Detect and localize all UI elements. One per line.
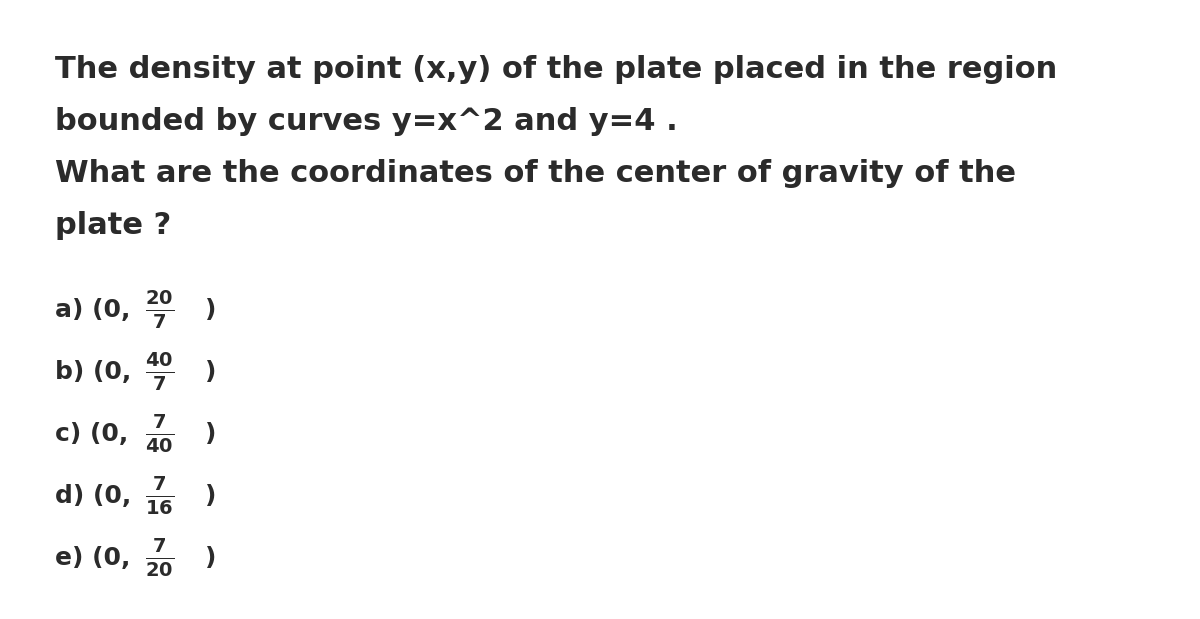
Text: $\mathbf{\frac{7}{40}}$: $\mathbf{\frac{7}{40}}$ bbox=[145, 413, 174, 455]
Text: $\mathbf{\frac{40}{7}}$: $\mathbf{\frac{40}{7}}$ bbox=[145, 351, 174, 393]
Text: bounded by curves y=x^2 and y=4 .: bounded by curves y=x^2 and y=4 . bbox=[55, 107, 678, 136]
Text: b) (0,: b) (0, bbox=[55, 360, 140, 384]
Text: plate ?: plate ? bbox=[55, 211, 172, 240]
Text: What are the coordinates of the center of gravity of the: What are the coordinates of the center o… bbox=[55, 159, 1016, 188]
Text: d) (0,: d) (0, bbox=[55, 484, 140, 508]
Text: The density at point (x,y) of the plate placed in the region: The density at point (x,y) of the plate … bbox=[55, 55, 1057, 84]
Text: c) (0,: c) (0, bbox=[55, 422, 137, 446]
Text: $\mathbf{\frac{20}{7}}$: $\mathbf{\frac{20}{7}}$ bbox=[145, 289, 174, 331]
Text: ): ) bbox=[205, 422, 216, 446]
Text: ): ) bbox=[205, 484, 216, 508]
Text: $\mathbf{\frac{7}{16}}$: $\mathbf{\frac{7}{16}}$ bbox=[145, 475, 174, 517]
Text: e) (0,: e) (0, bbox=[55, 546, 139, 570]
Text: ): ) bbox=[205, 298, 216, 322]
Text: $\mathbf{\frac{7}{20}}$: $\mathbf{\frac{7}{20}}$ bbox=[145, 537, 174, 579]
Text: a) (0,: a) (0, bbox=[55, 298, 139, 322]
Text: ): ) bbox=[205, 360, 216, 384]
Text: ): ) bbox=[205, 546, 216, 570]
